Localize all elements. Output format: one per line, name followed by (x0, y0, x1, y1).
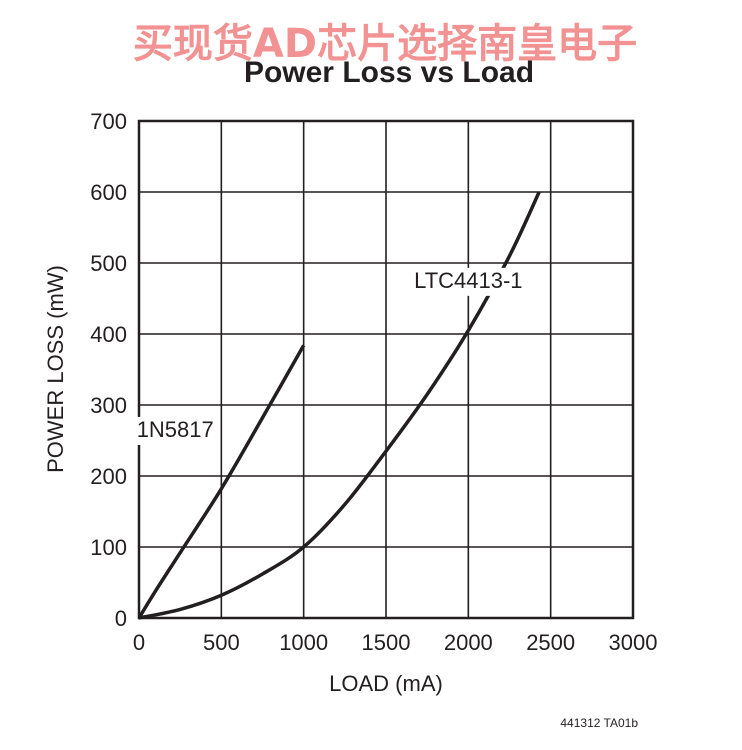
series-label-1n5817: 1N5817 (137, 417, 214, 442)
y-tick-labels: 0 100 200 300 400 500 600 700 (90, 109, 127, 631)
series-line-1n5817 (137, 344, 306, 619)
y-tick-label: 700 (90, 109, 127, 134)
grid (139, 121, 633, 618)
x-tick-label: 2500 (526, 630, 575, 655)
x-tick-label: 3000 (609, 630, 658, 655)
annotation-background (410, 267, 527, 296)
series-annotations: 1N5817 LTC4413-1 (135, 267, 527, 445)
y-axis-label: POWER LOSS (mW) (43, 265, 68, 473)
x-tick-labels: 0 500 1000 1500 2000 2500 3000 (133, 630, 658, 655)
x-tick-label: 1500 (362, 630, 411, 655)
figure-code: 441312 TA01b (560, 716, 638, 730)
plot-frame (137, 119, 635, 620)
y-tick-label: 500 (90, 251, 127, 276)
y-tick-label: 100 (90, 535, 127, 560)
y-tick-label: 600 (90, 180, 127, 205)
y-tick-label: 300 (90, 393, 127, 418)
x-tick-label: 0 (133, 630, 145, 655)
y-tick-label: 400 (90, 322, 127, 347)
x-tick-label: 1000 (279, 630, 328, 655)
y-tick-label: 0 (115, 606, 127, 631)
x-tick-label: 2000 (444, 630, 493, 655)
annotation-background (135, 416, 216, 445)
series-line-ltc4413-1 (138, 191, 541, 620)
watermark: 买现货AD芯片选择南皇电子 (133, 21, 637, 67)
series-lines (137, 191, 541, 620)
x-axis-label: LOAD (mA) (329, 671, 443, 696)
x-tick-label: 500 (203, 630, 240, 655)
series-label-ltc4413-1: LTC4413-1 (414, 268, 522, 293)
chart-title: Power Loss vs Load (244, 56, 534, 89)
y-tick-label: 200 (90, 464, 127, 489)
